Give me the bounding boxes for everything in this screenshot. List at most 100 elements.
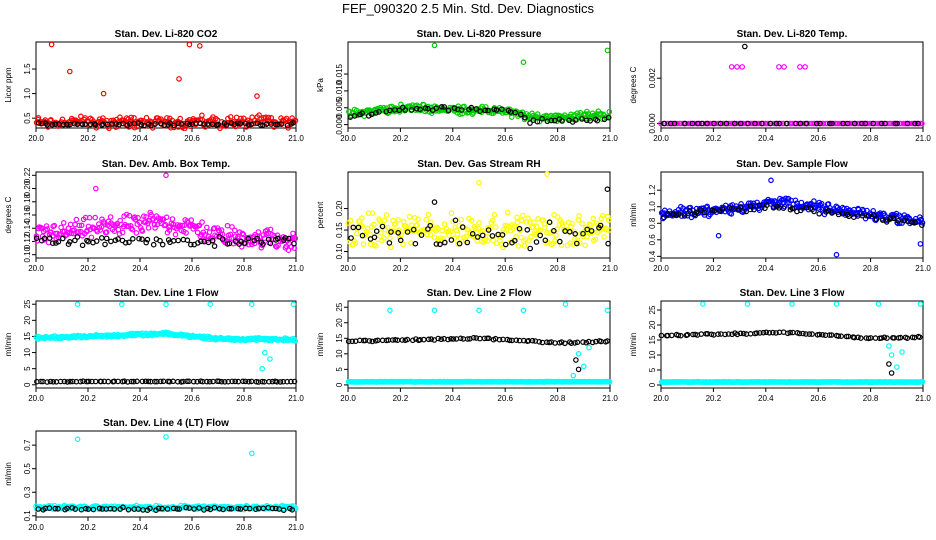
data-point-outlier (888, 370, 895, 376)
data-point (172, 231, 179, 238)
y-tick-label: 0.3 (23, 486, 32, 498)
data-point (753, 330, 760, 336)
data-point (232, 378, 239, 385)
y-tick-label: 0.000 (335, 114, 344, 135)
data-point-outlier (100, 90, 107, 97)
chart-panel-2: Stan. Dev. Li-820 Pressure 20.0 20.2 20.4 20… (316, 29, 618, 143)
data-point (658, 332, 665, 339)
y-tick-label: 0.12 (23, 233, 32, 249)
data-point-outlier (74, 436, 81, 443)
data-point (605, 114, 612, 121)
x-tick-label: 21.0 (288, 523, 304, 532)
series-subset (33, 234, 297, 249)
series-all (658, 64, 925, 127)
x-tick-label: 20.8 (236, 134, 252, 143)
data-point (41, 235, 48, 242)
data-point (809, 331, 815, 337)
data-point (77, 378, 84, 385)
data-point (827, 120, 833, 127)
y-tick-label: 15 (23, 331, 32, 340)
data-point (520, 212, 526, 219)
x-tick-label: 20.6 (497, 134, 513, 143)
data-point (537, 227, 544, 233)
data-point-outlier (176, 76, 182, 82)
data-point (350, 224, 357, 231)
data-point (262, 114, 269, 121)
data-point (275, 235, 281, 242)
data-point (722, 331, 728, 338)
data-point (435, 335, 442, 342)
data-point (69, 378, 76, 385)
data-point (780, 205, 787, 211)
data-point (360, 241, 367, 247)
data-point (897, 334, 904, 341)
data-point (113, 222, 119, 228)
data-point (392, 220, 399, 227)
data-point (829, 120, 835, 127)
data-point (851, 334, 858, 341)
data-point (838, 333, 845, 340)
data-point (537, 232, 544, 239)
data-point (107, 214, 114, 220)
y-tick-label: 0.1 (23, 510, 32, 522)
data-point (451, 105, 458, 111)
data-point (160, 378, 167, 385)
data-point (128, 225, 135, 232)
data-point (190, 378, 197, 385)
data-point (448, 335, 454, 342)
data-point (99, 235, 105, 241)
data-point (601, 234, 607, 240)
data-point (904, 335, 911, 342)
y-axis-label: ml/min (629, 333, 638, 357)
chart-title: Stan. Dev. Sample Flow (736, 159, 848, 170)
data-point (566, 229, 573, 235)
data-point (37, 224, 44, 231)
data-point (399, 337, 406, 343)
data-point (441, 239, 448, 246)
data-point (201, 121, 208, 127)
data-point (797, 207, 804, 214)
data-point (123, 211, 130, 218)
data-point (513, 337, 520, 344)
x-tick-label: 20.8 (863, 264, 879, 273)
data-point (289, 235, 296, 242)
data-point (528, 233, 534, 240)
data-point (918, 216, 925, 223)
data-point (729, 205, 735, 211)
data-points (658, 177, 926, 258)
data-point-outlier (586, 344, 592, 351)
data-point (84, 237, 90, 244)
data-point (76, 222, 83, 229)
data-point (90, 506, 97, 513)
data-point (89, 378, 95, 385)
data-point (64, 379, 71, 385)
data-point (235, 120, 241, 127)
chart-panel-8: Stan. Dev. Line 2 Flow 20.0 20.2 20.4 20.6 20… (316, 288, 618, 403)
data-point (514, 214, 520, 221)
data-point (255, 229, 262, 235)
data-point (760, 329, 767, 336)
data-point (424, 231, 430, 238)
x-tick-label: 21.0 (602, 264, 618, 273)
x-tick-label: 20.0 (340, 394, 356, 403)
data-point (597, 222, 604, 229)
data-point (194, 229, 201, 236)
data-point (67, 378, 74, 385)
data-point (894, 120, 901, 127)
x-tick-label: 20.8 (550, 134, 566, 143)
data-point (78, 222, 85, 229)
data-point (580, 339, 586, 345)
data-point (157, 237, 163, 244)
data-point (445, 336, 451, 343)
data-point (701, 209, 708, 216)
x-tick-label: 21.0 (602, 394, 618, 403)
data-point (216, 378, 222, 385)
chart-title: Stan. Dev. Gas Stream RH (417, 159, 540, 170)
data-points (33, 172, 299, 254)
data-point-outlier (917, 301, 924, 307)
data-point (292, 235, 299, 242)
data-point (249, 114, 255, 121)
plot-frame (347, 300, 611, 389)
data-point (143, 239, 150, 246)
data-point (207, 378, 213, 385)
